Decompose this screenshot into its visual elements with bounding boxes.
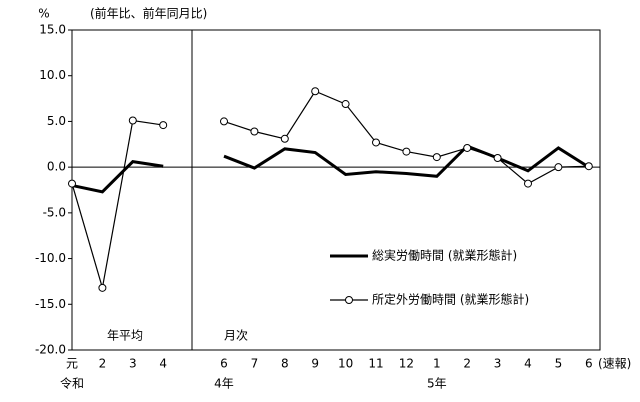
point xyxy=(311,87,320,96)
y-tick-label: 15.0 xyxy=(39,23,66,37)
x-tick-label: 2 xyxy=(463,357,471,371)
y-tick-label: -5.0 xyxy=(43,205,66,219)
x-group-label: 5年 xyxy=(427,377,447,391)
y-tick-label: 0.0 xyxy=(47,160,66,174)
plot-frame xyxy=(71,29,601,351)
x-tick-label: 2 xyxy=(99,357,107,371)
point xyxy=(98,283,107,292)
x-tick-label: 4 xyxy=(159,357,167,371)
y-tick-label: -20.0 xyxy=(35,343,66,357)
x-tick-label: 6 xyxy=(220,357,228,371)
x-tick-label: 10 xyxy=(338,357,353,371)
point xyxy=(584,162,593,171)
x-tick-label: 12 xyxy=(399,357,414,371)
x-tick-label: 5 xyxy=(555,357,563,371)
x-note: (速報) xyxy=(598,357,631,371)
point xyxy=(68,179,76,188)
x-tick-label: 6 xyxy=(585,357,593,371)
chart-subtitle: (前年比、前年同月比) xyxy=(90,6,207,21)
y-tick-label: -15.0 xyxy=(35,297,66,311)
point xyxy=(280,134,289,143)
point xyxy=(372,138,380,147)
x-group-label: 令和 xyxy=(60,376,84,391)
x-tick-label: 3 xyxy=(129,357,137,371)
point xyxy=(432,153,441,162)
series-line xyxy=(71,144,590,194)
x-tick-label: 4 xyxy=(524,357,532,371)
legend-marker xyxy=(345,296,353,304)
point xyxy=(402,147,411,156)
y-tick-label: 5.0 xyxy=(47,114,66,128)
point xyxy=(128,116,137,125)
point xyxy=(159,121,168,130)
x-tick-label: 11 xyxy=(368,357,383,371)
point xyxy=(250,127,259,136)
point xyxy=(493,154,502,162)
x-tick-label: 7 xyxy=(251,357,259,371)
point xyxy=(554,163,563,172)
x-tick-label: 9 xyxy=(311,357,319,371)
point xyxy=(341,100,350,109)
x-tick-label: 8 xyxy=(281,357,289,371)
y-tick-label: 10.0 xyxy=(39,68,66,82)
legend-label: 所定外労働時間 (就業形態計) xyxy=(372,292,529,307)
x-tick-label: 元 xyxy=(66,357,78,371)
point xyxy=(524,179,532,188)
x-tick-label: 1 xyxy=(433,357,441,371)
point xyxy=(220,117,228,126)
x-tick-label: 3 xyxy=(494,357,502,371)
x-group-label: 4年 xyxy=(214,377,234,391)
annotation: 年平均 xyxy=(107,329,143,343)
point xyxy=(463,143,472,152)
annotation: 月次 xyxy=(224,329,248,343)
y-tick-label: -10.0 xyxy=(35,251,66,265)
legend-label: 総実労働時間 (就業形態計) xyxy=(372,248,517,263)
y-unit: % xyxy=(38,7,49,21)
